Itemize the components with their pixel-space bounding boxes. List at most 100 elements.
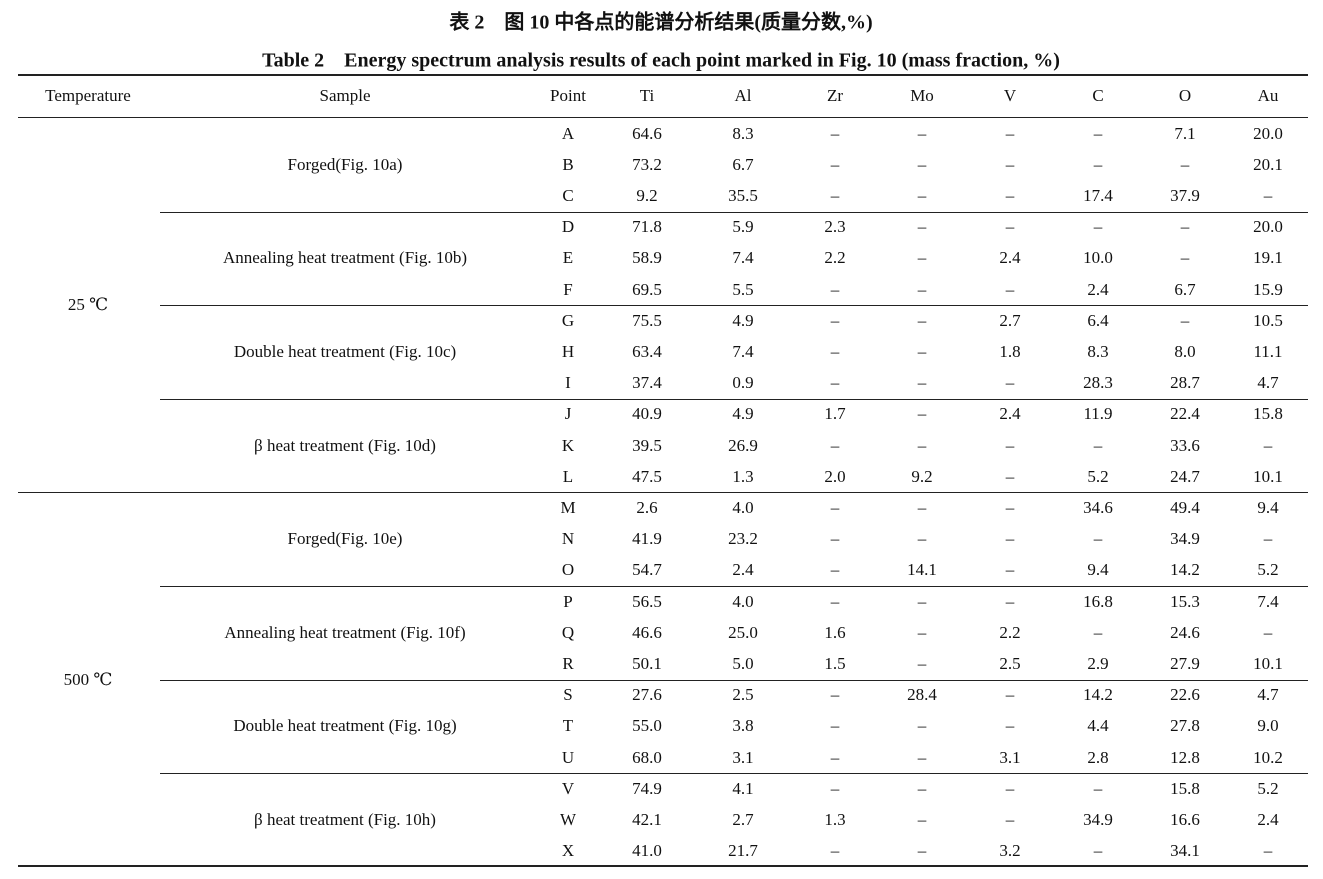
group-rule xyxy=(160,305,1308,307)
value-cell: 20.0 xyxy=(1253,217,1283,237)
value-cell: 27.8 xyxy=(1170,716,1200,736)
value-cell: – xyxy=(830,716,840,736)
point-cell: P xyxy=(563,591,573,611)
value-cell: 5.2 xyxy=(1257,778,1279,798)
value-cell: 19.1 xyxy=(1253,248,1283,268)
value-cell: – xyxy=(917,154,927,174)
value-cell: 10.2 xyxy=(1253,747,1283,767)
value-cell: 2.9 xyxy=(1087,654,1109,673)
value-cell: 24.6 xyxy=(1170,622,1200,642)
value-cell: 42.1 xyxy=(632,810,662,829)
value-cell: 4.0 xyxy=(732,591,754,611)
value-cell: – xyxy=(830,747,840,767)
value-cell: 22.4 xyxy=(1170,404,1200,424)
header-cell: Sample xyxy=(319,86,371,105)
value-cell: 4.9 xyxy=(732,404,754,424)
point-cell: X xyxy=(561,841,575,861)
value-cell: 5.5 xyxy=(732,279,754,299)
value-cell: 16.8 xyxy=(1083,591,1113,611)
value-cell: – xyxy=(1005,560,1015,580)
value-cell: 4.1 xyxy=(732,778,754,798)
value-cell: 15.8 xyxy=(1253,404,1283,424)
value-cell: 11.9 xyxy=(1083,404,1113,424)
value-cell: 5.2 xyxy=(1087,466,1109,486)
value-cell: – xyxy=(917,123,927,143)
point-cell: C xyxy=(562,186,574,205)
value-cell: 1.7 xyxy=(824,404,846,424)
point-cell: G xyxy=(561,310,575,330)
value-cell: 2.4 xyxy=(732,560,754,580)
value-cell: 64.6 xyxy=(632,123,662,143)
value-cell: 1.3 xyxy=(732,466,754,486)
value-cell: 41.9 xyxy=(632,529,662,549)
value-cell: – xyxy=(1005,435,1015,455)
value-cell: – xyxy=(830,342,840,361)
value-cell: 4.0 xyxy=(732,498,754,517)
value-cell: 2.6 xyxy=(636,498,658,517)
value-cell: 71.8 xyxy=(632,217,662,237)
value-cell: – xyxy=(1093,622,1103,642)
sample-cell: Double heat treatment (Fig. 10g) xyxy=(233,716,457,736)
value-cell: – xyxy=(1263,622,1273,642)
point-cell: V xyxy=(561,778,575,798)
value-cell: 21.7 xyxy=(728,841,758,861)
value-cell: 2.5 xyxy=(732,685,754,705)
point-cell: B xyxy=(562,154,574,174)
value-cell: – xyxy=(917,186,927,205)
value-cell: 27.9 xyxy=(1170,654,1200,673)
point-cell: U xyxy=(561,747,575,767)
group-rule xyxy=(160,773,1308,775)
value-cell: 2.0 xyxy=(824,466,846,486)
value-cell: – xyxy=(830,373,840,393)
value-cell: 28.3 xyxy=(1083,373,1113,393)
value-cell: – xyxy=(830,498,840,517)
value-cell: – xyxy=(830,310,840,330)
value-cell: – xyxy=(830,560,840,580)
value-cell: – xyxy=(830,529,840,549)
value-cell: – xyxy=(1005,186,1015,205)
header-cell: Point xyxy=(550,86,586,105)
value-cell: 15.3 xyxy=(1170,591,1200,611)
point-cell: R xyxy=(562,654,574,673)
value-cell: 7.4 xyxy=(732,248,754,268)
value-cell: 75.5 xyxy=(632,310,662,330)
value-cell: 68.0 xyxy=(632,747,662,767)
value-cell: – xyxy=(1005,154,1015,174)
value-cell: – xyxy=(1180,154,1190,174)
value-cell: 74.9 xyxy=(632,778,662,798)
value-cell: 16.6 xyxy=(1170,810,1200,829)
value-cell: 1.3 xyxy=(824,810,846,829)
value-cell: 46.6 xyxy=(632,622,662,642)
point-cell: K xyxy=(561,435,575,455)
value-cell: – xyxy=(1093,154,1103,174)
value-cell: 4.9 xyxy=(732,310,754,330)
sample-cell: β heat treatment (Fig. 10d) xyxy=(254,435,436,455)
value-cell: 7.4 xyxy=(732,342,754,361)
value-cell: 2.4 xyxy=(999,248,1021,268)
value-cell: – xyxy=(1005,778,1015,798)
value-cell: 5.2 xyxy=(1257,560,1279,580)
value-cell: 5.9 xyxy=(732,217,754,237)
top-rule xyxy=(18,74,1308,76)
value-cell: – xyxy=(1093,435,1103,455)
point-cell: F xyxy=(563,279,573,299)
value-cell: 26.9 xyxy=(728,435,758,455)
value-cell: – xyxy=(1005,373,1015,393)
value-cell: – xyxy=(1093,778,1103,798)
value-cell: 10.0 xyxy=(1083,248,1113,268)
value-cell: – xyxy=(1093,123,1103,143)
sample-cell: Forged(Fig. 10e) xyxy=(287,529,403,549)
value-cell: – xyxy=(830,841,840,861)
title-cn: 表 2 图 10 中各点的能谱分析结果(质量分数,%) xyxy=(449,11,873,34)
value-cell: 9.0 xyxy=(1257,716,1279,736)
group-rule xyxy=(18,492,1308,494)
header-cell: Au xyxy=(1257,86,1279,105)
value-cell: 11.1 xyxy=(1253,342,1283,361)
value-cell: 8.3 xyxy=(1087,342,1109,361)
sample-cell: Double heat treatment (Fig. 10c) xyxy=(233,342,457,361)
bottom-rule xyxy=(18,865,1308,867)
point-cell: T xyxy=(562,716,574,736)
temperature-cell: 500 ℃ xyxy=(63,669,113,689)
value-cell: 2.8 xyxy=(1087,747,1109,767)
